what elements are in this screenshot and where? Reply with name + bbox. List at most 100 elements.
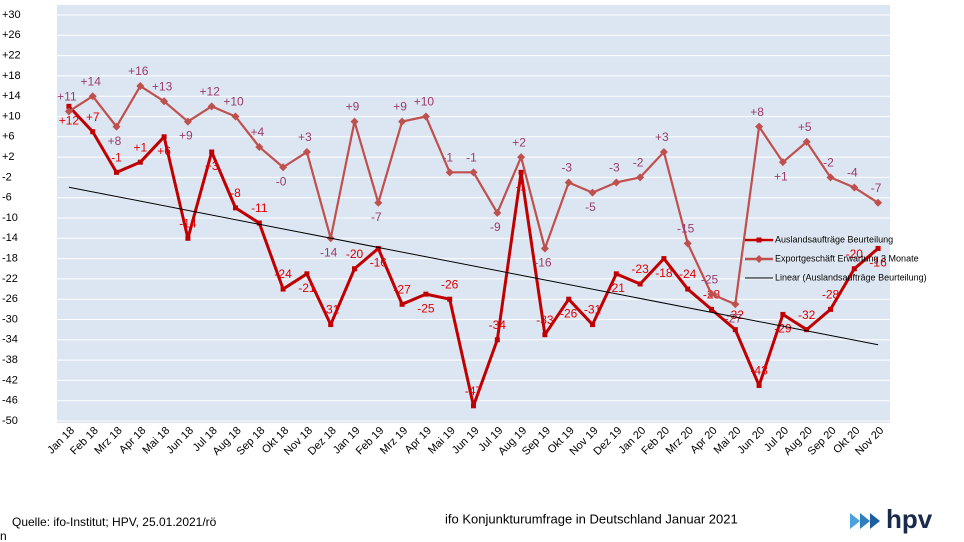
data-label: +10 bbox=[223, 95, 244, 109]
data-label: -21 bbox=[298, 281, 316, 295]
data-label: +16 bbox=[128, 64, 149, 78]
marker bbox=[756, 382, 762, 388]
y-tick-label: -42 bbox=[2, 374, 18, 386]
marker bbox=[64, 107, 73, 116]
data-label: -34 bbox=[489, 318, 507, 332]
data-label: +9 bbox=[393, 100, 407, 114]
data-label: -32 bbox=[798, 308, 816, 322]
marker bbox=[328, 322, 334, 328]
data-label: -20 bbox=[846, 247, 864, 261]
marker bbox=[423, 291, 429, 297]
data-label: -25 bbox=[701, 272, 719, 286]
marker bbox=[255, 142, 264, 151]
marker bbox=[518, 169, 524, 175]
data-label: +3 bbox=[298, 130, 312, 144]
data-label: -25 bbox=[417, 301, 435, 315]
marker bbox=[445, 168, 454, 177]
marker bbox=[540, 244, 549, 253]
logo: hpv bbox=[886, 504, 933, 534]
data-label: -4 bbox=[847, 166, 858, 180]
y-tick-label: -38 bbox=[2, 354, 18, 366]
legend-label: Exportgeschäft Erwartung 3 Monate bbox=[775, 253, 919, 263]
data-label: +11 bbox=[57, 90, 77, 104]
marker bbox=[493, 208, 502, 217]
y-tick-label: -10 bbox=[2, 212, 18, 224]
y-tick-label: +10 bbox=[2, 110, 21, 122]
legend-marker bbox=[756, 237, 762, 243]
marker bbox=[659, 148, 668, 157]
footer: ifo Konjunkturumfrage in Deutschland Jan… bbox=[445, 511, 738, 526]
marker bbox=[471, 403, 476, 409]
marker bbox=[352, 266, 357, 272]
data-label: -1 bbox=[442, 150, 453, 164]
data-label: +13 bbox=[152, 79, 173, 93]
data-label: -16 bbox=[869, 256, 887, 270]
data-label: -1 bbox=[111, 150, 122, 164]
data-label: -2 bbox=[823, 156, 834, 170]
marker bbox=[709, 306, 714, 312]
marker bbox=[421, 112, 430, 121]
x-tick-label: Mrz 20 bbox=[664, 425, 696, 457]
data-label: -14 bbox=[320, 245, 338, 259]
data-label: -14 bbox=[179, 216, 197, 230]
marker bbox=[875, 245, 881, 251]
data-label: +1 bbox=[774, 169, 788, 183]
marker bbox=[88, 92, 97, 101]
data-label: +9 bbox=[179, 129, 193, 143]
y-tick-label: +30 bbox=[2, 9, 21, 21]
marker bbox=[661, 256, 667, 262]
marker bbox=[802, 137, 811, 146]
marker bbox=[280, 286, 286, 292]
data-label: +4 bbox=[250, 125, 264, 139]
data-label: -0 bbox=[276, 174, 287, 188]
marker bbox=[209, 149, 215, 155]
y-tick-label: -18 bbox=[2, 253, 18, 265]
marker bbox=[160, 97, 169, 106]
x-tick-label: Jun 18 bbox=[164, 425, 196, 457]
trend-line bbox=[68, 186, 879, 346]
marker bbox=[612, 178, 621, 187]
marker bbox=[826, 173, 835, 182]
marker bbox=[279, 163, 288, 172]
y-tick-label: +2 bbox=[2, 151, 15, 163]
data-label: -47 bbox=[465, 384, 483, 398]
data-label: -15 bbox=[677, 222, 695, 236]
data-label: +1 bbox=[133, 140, 147, 154]
y-tick-label: +26 bbox=[2, 29, 21, 41]
marker bbox=[517, 153, 526, 162]
marker bbox=[302, 148, 311, 157]
data-label: -31 bbox=[322, 303, 340, 317]
data-label: +8 bbox=[750, 105, 764, 119]
x-tick-label: Jun 20 bbox=[735, 425, 767, 457]
data-label: -21 bbox=[608, 281, 626, 295]
y-tick-label: -14 bbox=[2, 232, 18, 244]
data-label: -24 bbox=[679, 267, 697, 281]
data-label: -11 bbox=[251, 201, 268, 215]
x-tick-label: Mrz 18 bbox=[92, 425, 124, 457]
marker bbox=[374, 198, 383, 207]
marker bbox=[136, 82, 145, 91]
data-label: +3 bbox=[205, 159, 219, 173]
data-label: -5 bbox=[585, 200, 596, 214]
data-label: -28 bbox=[822, 288, 840, 302]
marker bbox=[469, 168, 478, 177]
marker bbox=[399, 301, 405, 307]
y-tick-label: -50 bbox=[2, 415, 18, 427]
marker bbox=[685, 286, 691, 292]
marker bbox=[780, 311, 786, 317]
data-label: -16 bbox=[534, 256, 552, 270]
marker bbox=[350, 117, 359, 126]
data-label: +3 bbox=[655, 130, 669, 144]
data-label: -1 bbox=[516, 179, 527, 193]
data-label: -29 bbox=[774, 322, 792, 336]
data-label: -33 bbox=[536, 313, 554, 327]
marker bbox=[636, 173, 645, 182]
marker bbox=[233, 205, 238, 211]
marker bbox=[683, 239, 692, 248]
marker bbox=[112, 122, 121, 131]
data-label: -23 bbox=[631, 262, 649, 276]
marker bbox=[590, 322, 595, 328]
data-label: -20 bbox=[346, 247, 364, 261]
marker bbox=[256, 220, 262, 226]
data-label: +12 bbox=[59, 114, 80, 128]
